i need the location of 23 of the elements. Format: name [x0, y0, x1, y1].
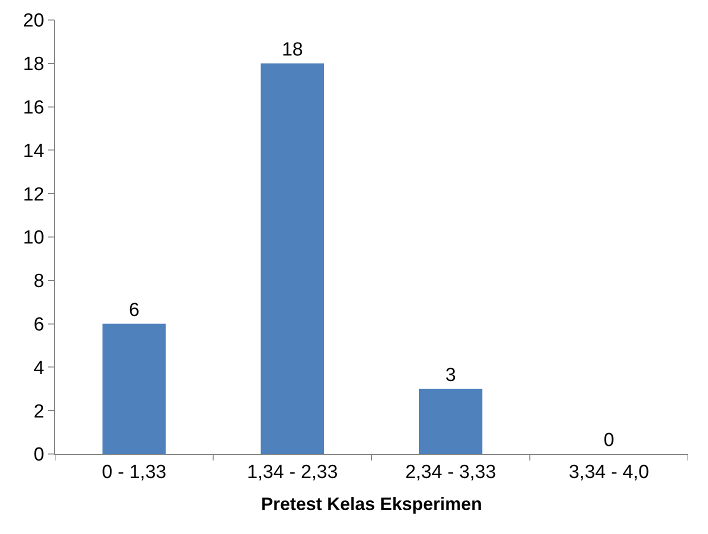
y-tick-label: 4 [34, 358, 45, 379]
y-tick-label: 0 [34, 444, 44, 466]
y-tick-label: 6 [34, 314, 44, 336]
y-tick-label: 12 [23, 184, 44, 206]
data-label: 18 [282, 39, 303, 60]
x-tick-label: 3,34 - 4,0 [568, 462, 650, 483]
x-tick-label: 0 - 1,33 [102, 462, 166, 483]
bar [418, 388, 482, 454]
data-label: 0 [604, 430, 614, 451]
data-label: 3 [445, 364, 456, 386]
bar [102, 324, 166, 454]
y-tick-label: 20 [23, 10, 44, 32]
x-tick-label: 1,34 - 2,33 [246, 462, 338, 483]
data-label: 6 [128, 300, 140, 321]
y-tick-label: 10 [23, 228, 44, 249]
x-axis-title: Pretest Kelas Eksperimen [260, 494, 482, 514]
y-tick-label: 18 [23, 54, 44, 76]
y-tick-label: 16 [23, 97, 44, 118]
y-tick-label: 14 [23, 140, 45, 162]
y-tick-label: 2 [34, 401, 44, 422]
x-tick-label: 2,34 - 3,33 [405, 462, 496, 483]
y-tick-label: 8 [34, 271, 44, 292]
bar [260, 63, 324, 454]
